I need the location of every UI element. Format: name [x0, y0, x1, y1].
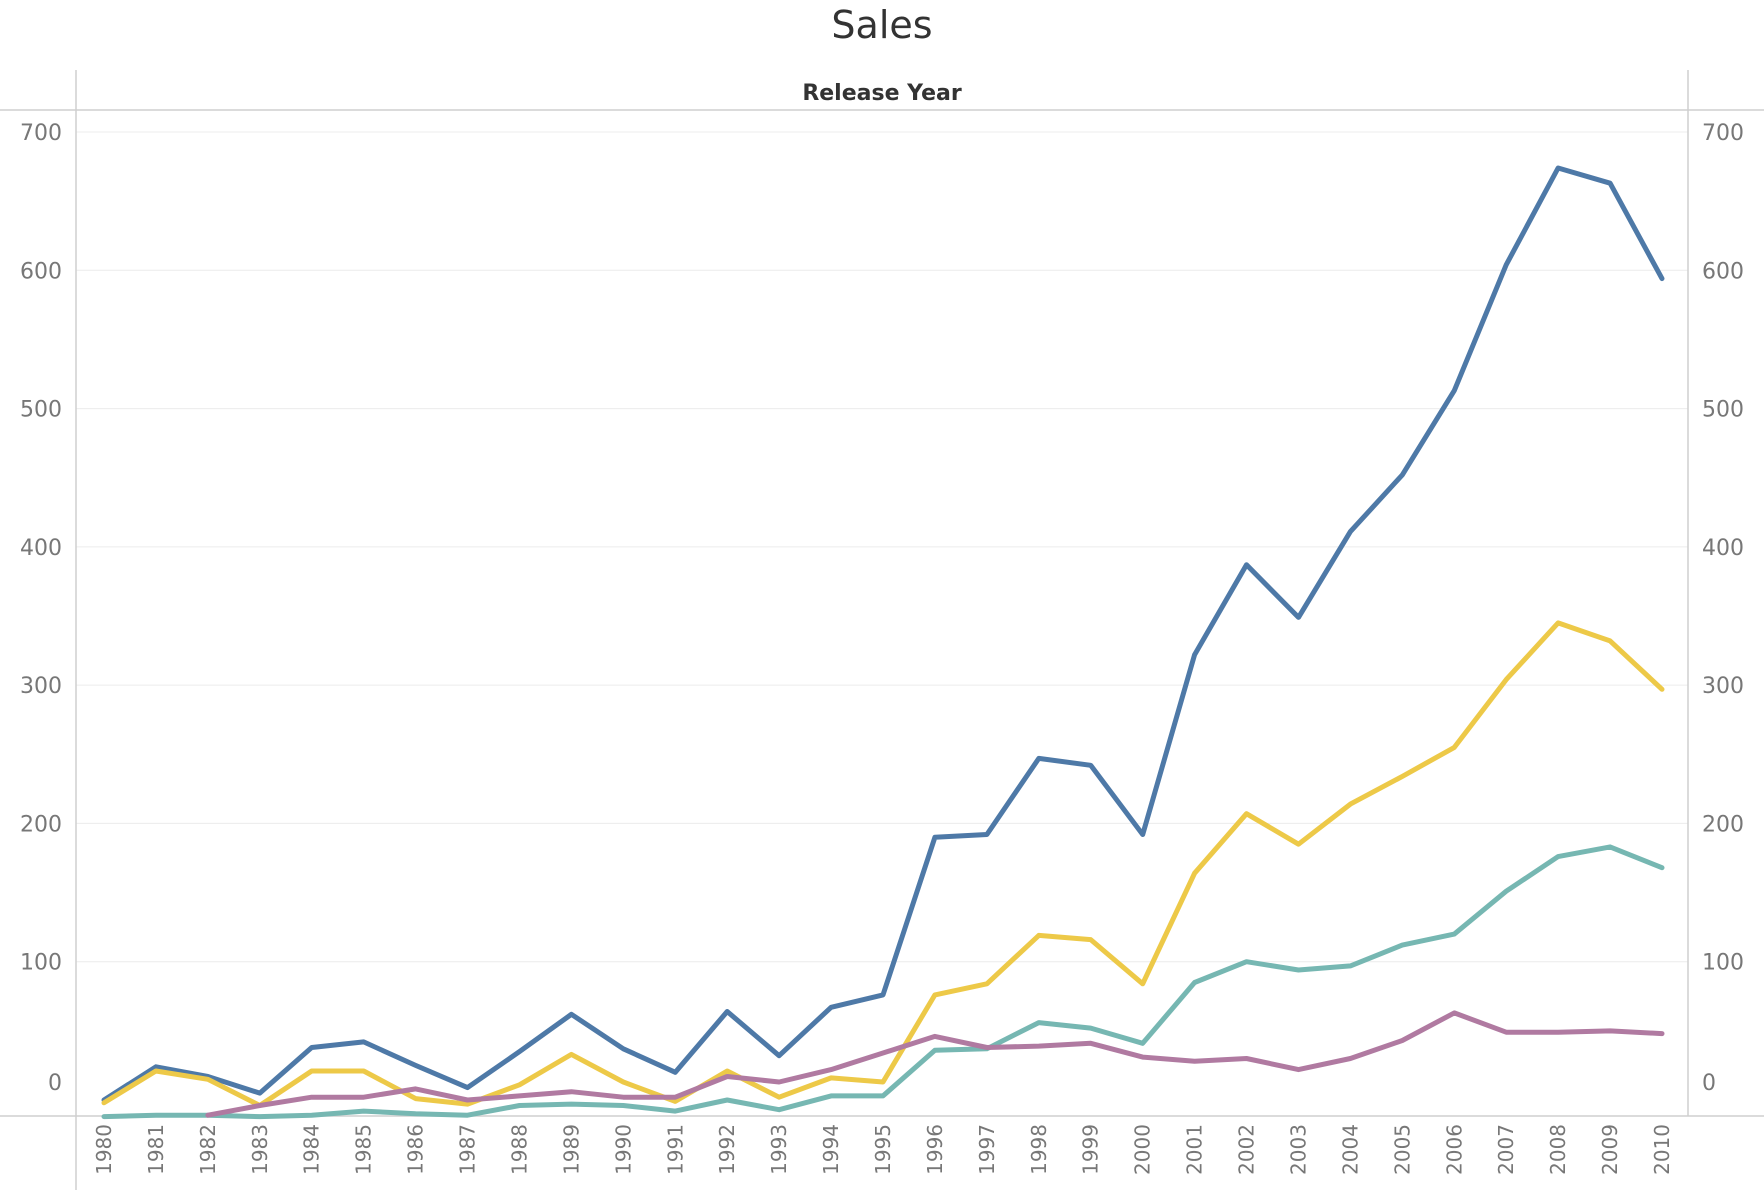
x-tick-label: 2005: [1390, 1124, 1414, 1175]
x-tick-label: 2008: [1546, 1124, 1570, 1175]
y-tick-label-left: 0: [48, 1071, 62, 1096]
series-line-1: [101, 165, 1665, 1103]
y-tick-label-left: 300: [20, 674, 62, 699]
x-tick-label: 1984: [300, 1124, 324, 1175]
x-tick-label: 1997: [975, 1124, 999, 1175]
y-tick-label-right: 400: [1702, 536, 1744, 561]
x-tick-label: 1991: [663, 1124, 687, 1175]
x-axis: 1980 1981 1982 1983 1984 1985 1986 1987 1988 1989…: [92, 1124, 1674, 1175]
series-line-4: [205, 1010, 1665, 1118]
x-tick-label: 1987: [456, 1124, 480, 1175]
x-tick-label: 2009: [1598, 1124, 1622, 1175]
y-tick-label-right: 600: [1702, 259, 1744, 284]
y-tick-label-right: 100: [1702, 951, 1744, 976]
y-tick-label-left: 100: [20, 951, 62, 976]
y-axis-left: 0 100 200 300 400 500 600 700: [20, 121, 62, 1096]
series-line-3: [101, 844, 1665, 1120]
x-tick-label: 1983: [248, 1124, 272, 1175]
y-tick-label-left: 400: [20, 536, 62, 561]
x-tick-label: 2001: [1183, 1124, 1207, 1175]
x-tick-label: 1989: [559, 1124, 583, 1175]
x-tick-label: 1985: [352, 1124, 376, 1175]
x-tick-label: 1981: [144, 1124, 168, 1175]
x-tick-label: 2002: [1235, 1124, 1259, 1175]
y-tick-label-right: 700: [1702, 121, 1744, 146]
x-tick-label: 1988: [508, 1124, 532, 1175]
x-tick-label: 1992: [715, 1124, 739, 1175]
gridlines: [76, 131, 1688, 963]
y-tick-label-right: 0: [1702, 1071, 1716, 1096]
y-tick-label-left: 700: [20, 121, 62, 146]
x-tick-label: 1982: [196, 1124, 220, 1175]
x-tick-label: 1994: [819, 1124, 843, 1175]
x-tick-label: 1980: [92, 1124, 116, 1175]
chart-title: Sales: [831, 3, 932, 47]
y-tick-label-right: 200: [1702, 812, 1744, 837]
x-tick-label: 1986: [404, 1124, 428, 1175]
y-tick-label-left: 500: [20, 398, 62, 423]
y-tick-label-left: 600: [20, 259, 62, 284]
x-tick-label: 1995: [871, 1124, 895, 1175]
y-tick-label-left: 200: [20, 812, 62, 837]
x-tick-label: 2000: [1131, 1124, 1155, 1175]
y-axis-right: 0 100 200 300 400 500 600 700: [1702, 121, 1744, 1096]
x-tick-label: 1990: [611, 1124, 635, 1175]
series-lines: [101, 165, 1665, 1120]
x-tick-label: 2003: [1287, 1124, 1311, 1175]
y-tick-label-right: 300: [1702, 674, 1744, 699]
x-tick-label: 1993: [767, 1124, 791, 1175]
x-tick-label: 2006: [1442, 1124, 1466, 1175]
x-tick-label: 1998: [1027, 1124, 1051, 1175]
y-tick-label-right: 500: [1702, 398, 1744, 423]
x-tick-label: 2010: [1650, 1124, 1674, 1175]
x-tick-label: 2007: [1494, 1124, 1518, 1175]
column-header-label: Release Year: [802, 81, 962, 106]
chart-frame: [0, 70, 1764, 1190]
x-tick-label: 2004: [1338, 1124, 1362, 1175]
x-tick-label: 1996: [923, 1124, 947, 1175]
series-line-2: [101, 620, 1665, 1108]
x-tick-label: 1999: [1079, 1124, 1103, 1175]
